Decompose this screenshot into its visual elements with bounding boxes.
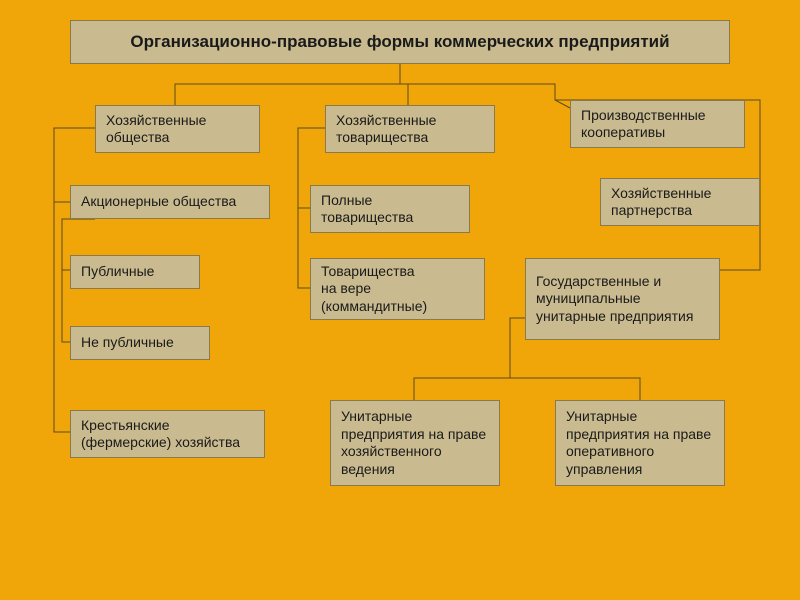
node-label: Не публичные [81,334,174,352]
node-label: Унитарные предприятия на праве хозяйстве… [341,408,489,478]
node-label: Организационно-правовые формы коммерческ… [130,31,669,52]
diagram-canvas: Организационно-правовые формы коммерческ… [0,0,800,600]
node-gmu: Государственные и муниципальные унитарны… [525,258,720,340]
node-label: Производственные кооперативы [581,107,734,142]
node-uphv: Унитарные предприятия на праве хозяйстве… [330,400,500,486]
node-pk: Производственные кооперативы [570,100,745,148]
node-tv: Товарищества на вере (коммандитные) [310,258,485,320]
node-label: Крестьянские (фермерские) хозяйства [81,417,254,452]
edge-root-ht [400,64,408,105]
node-npub: Не публичные [70,326,210,360]
edge-ho-kfh [54,202,70,432]
node-ao: Акционерные общества [70,185,270,219]
edge-gmu-upou [510,378,640,400]
node-pub: Публичные [70,255,200,289]
node-kfh: Крестьянские (фермерские) хозяйства [70,410,265,458]
node-ho: Хозяйственные общества [95,105,260,153]
edge-ht-tv [298,208,310,288]
node-root: Организационно-правовые формы коммерческ… [70,20,730,64]
node-label: Унитарные предприятия на праве оперативн… [566,408,714,478]
node-label: Товарищества на вере (коммандитные) [321,263,474,316]
node-pt: Полные товарищества [310,185,470,233]
node-hp: Хозяйственные партнерства [600,178,760,226]
node-upou: Унитарные предприятия на праве оперативн… [555,400,725,486]
edge-root-pk [400,64,570,108]
node-label: Хозяйственные товарищества [336,112,484,147]
node-label: Полные товарищества [321,192,413,227]
node-label: Государственные и муниципальные унитарны… [536,273,709,326]
node-label: Хозяйственные партнерства [611,185,749,220]
edge-ao-npub [62,270,70,342]
node-ht: Хозяйственные товарищества [325,105,495,153]
node-label: Хозяйственные общества [106,112,249,147]
edge-gmu-uphv [414,318,525,400]
node-label: Акционерные общества [81,193,236,211]
edge-root-ho [175,64,400,105]
node-label: Публичные [81,263,154,281]
